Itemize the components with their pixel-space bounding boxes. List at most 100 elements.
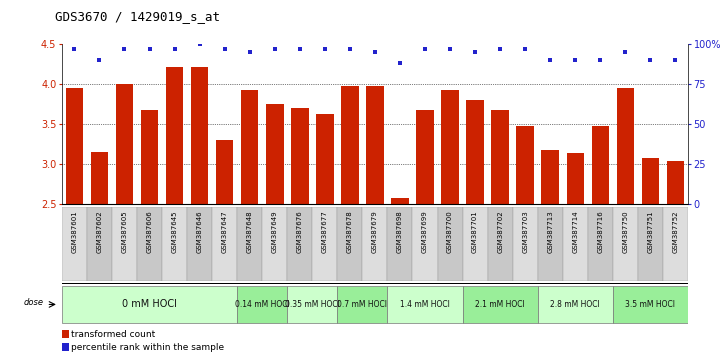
Text: 1.4 mM HOCl: 1.4 mM HOCl bbox=[400, 300, 450, 309]
Text: GDS3670 / 1429019_s_at: GDS3670 / 1429019_s_at bbox=[55, 10, 220, 23]
Text: GSM387700: GSM387700 bbox=[447, 210, 453, 253]
Bar bbox=[312, 207, 337, 281]
Bar bbox=[316, 114, 333, 354]
Bar bbox=[112, 207, 137, 281]
Point bbox=[94, 57, 106, 63]
Bar bbox=[391, 198, 408, 354]
Bar bbox=[366, 86, 384, 354]
Bar bbox=[62, 286, 237, 323]
Bar bbox=[66, 88, 83, 354]
Bar bbox=[441, 90, 459, 354]
Bar bbox=[516, 126, 534, 354]
Point bbox=[119, 46, 130, 52]
Bar bbox=[291, 108, 309, 354]
Bar bbox=[462, 207, 488, 281]
Point bbox=[444, 46, 456, 52]
Bar bbox=[462, 286, 538, 323]
Bar bbox=[613, 207, 638, 281]
Point bbox=[419, 46, 431, 52]
Text: GSM387751: GSM387751 bbox=[647, 210, 654, 253]
Text: GSM387606: GSM387606 bbox=[146, 210, 153, 253]
Bar bbox=[137, 207, 162, 281]
Text: GSM387752: GSM387752 bbox=[673, 210, 678, 252]
Text: GSM387602: GSM387602 bbox=[96, 210, 103, 253]
Bar bbox=[488, 207, 513, 281]
Bar bbox=[162, 207, 187, 281]
Text: 3.5 mM HOCl: 3.5 mM HOCl bbox=[625, 300, 676, 309]
Bar bbox=[667, 161, 684, 354]
Bar bbox=[363, 207, 387, 281]
Bar bbox=[212, 207, 237, 281]
Text: GSM387646: GSM387646 bbox=[197, 210, 202, 253]
Point bbox=[194, 41, 205, 47]
Text: GSM387677: GSM387677 bbox=[322, 210, 328, 253]
Bar bbox=[337, 207, 363, 281]
Bar bbox=[638, 207, 663, 281]
Bar bbox=[187, 207, 212, 281]
Bar bbox=[288, 207, 312, 281]
Point bbox=[545, 57, 556, 63]
Bar bbox=[237, 286, 288, 323]
Point bbox=[68, 46, 80, 52]
Bar bbox=[538, 286, 613, 323]
Point bbox=[670, 57, 681, 63]
Bar bbox=[538, 207, 563, 281]
Text: GSM387648: GSM387648 bbox=[247, 210, 253, 253]
Bar bbox=[563, 207, 587, 281]
Bar bbox=[587, 207, 613, 281]
Point bbox=[595, 57, 606, 63]
Text: GSM387676: GSM387676 bbox=[297, 210, 303, 253]
Text: transformed count: transformed count bbox=[71, 330, 156, 339]
Point bbox=[569, 57, 581, 63]
Point bbox=[319, 46, 331, 52]
Bar bbox=[116, 84, 133, 354]
Bar bbox=[416, 110, 434, 354]
Bar bbox=[491, 110, 509, 354]
Text: GSM387702: GSM387702 bbox=[497, 210, 503, 253]
Bar bbox=[62, 331, 68, 338]
Bar bbox=[341, 86, 359, 354]
Text: GSM387699: GSM387699 bbox=[422, 210, 428, 253]
Bar bbox=[266, 104, 283, 354]
Text: GSM387714: GSM387714 bbox=[572, 210, 578, 253]
Bar bbox=[566, 153, 584, 354]
Bar bbox=[387, 207, 413, 281]
Bar bbox=[387, 286, 462, 323]
Text: GSM387647: GSM387647 bbox=[221, 210, 228, 253]
Text: GSM387601: GSM387601 bbox=[71, 210, 77, 253]
Point bbox=[269, 46, 280, 52]
Bar bbox=[87, 207, 112, 281]
Bar bbox=[438, 207, 462, 281]
Text: GSM387649: GSM387649 bbox=[272, 210, 278, 253]
Text: 2.8 mM HOCl: 2.8 mM HOCl bbox=[550, 300, 600, 309]
Point bbox=[620, 50, 631, 55]
Point bbox=[244, 50, 256, 55]
Bar bbox=[62, 343, 68, 351]
Bar bbox=[191, 67, 208, 354]
Text: GSM387716: GSM387716 bbox=[597, 210, 604, 253]
Bar bbox=[337, 286, 387, 323]
Point bbox=[344, 46, 356, 52]
Text: GSM387703: GSM387703 bbox=[522, 210, 529, 253]
Bar bbox=[237, 207, 262, 281]
Bar bbox=[141, 110, 158, 354]
Bar bbox=[542, 150, 559, 354]
Text: GSM387678: GSM387678 bbox=[347, 210, 353, 253]
Bar bbox=[62, 207, 87, 281]
Bar bbox=[413, 207, 438, 281]
Bar bbox=[91, 152, 108, 354]
Point bbox=[219, 46, 231, 52]
Point bbox=[494, 46, 506, 52]
Text: GSM387750: GSM387750 bbox=[622, 210, 628, 253]
Text: 0.35 mM HOCl: 0.35 mM HOCl bbox=[285, 300, 340, 309]
Text: GSM387679: GSM387679 bbox=[372, 210, 378, 253]
Text: 0.14 mM HOCl: 0.14 mM HOCl bbox=[235, 300, 290, 309]
Point bbox=[519, 46, 531, 52]
Text: GSM387698: GSM387698 bbox=[397, 210, 403, 253]
Point bbox=[644, 57, 656, 63]
Bar bbox=[241, 90, 258, 354]
Point bbox=[369, 50, 381, 55]
Text: 0.7 mM HOCl: 0.7 mM HOCl bbox=[337, 300, 387, 309]
Bar bbox=[617, 88, 634, 354]
Point bbox=[169, 46, 181, 52]
